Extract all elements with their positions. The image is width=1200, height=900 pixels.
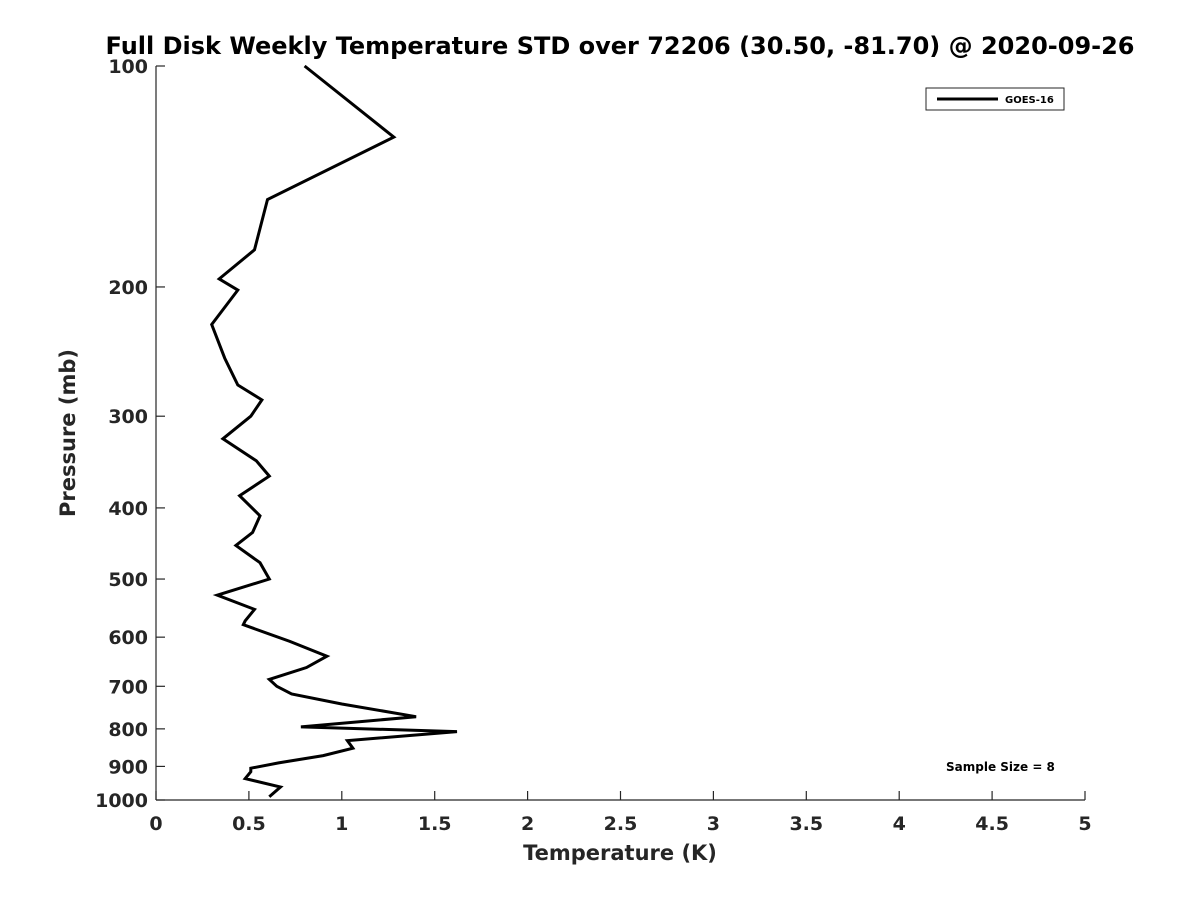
x-tick-label: 1.5 (418, 813, 452, 835)
y-tick-label: 700 (108, 676, 148, 698)
x-axis-label: Temperature (K) (523, 841, 717, 865)
series-line-goes-16 (209, 64, 458, 798)
y-tick-label: 800 (108, 719, 148, 741)
x-tick-label: 3.5 (789, 813, 823, 835)
y-tick-label: 900 (108, 756, 148, 778)
x-ticks: 0 0.5 1 1.5 2 2.5 3 3.5 4 4.5 5 (149, 791, 1092, 835)
x-tick-label: 3 (707, 813, 720, 835)
sample-size-annotation: Sample Size = 8 (946, 760, 1055, 774)
x-tick-label: 0 (149, 813, 162, 835)
y-tick-label: 300 (108, 406, 148, 428)
y-tick-label: 400 (108, 498, 148, 520)
y-tick-label: 1000 (95, 790, 148, 812)
y-tick-label: 200 (108, 277, 148, 299)
x-tick-label: 1 (335, 813, 348, 835)
x-tick-label: 2.5 (604, 813, 638, 835)
x-tick-label: 0.5 (232, 813, 266, 835)
y-tick-label: 500 (108, 569, 148, 591)
y-tick-label: 600 (108, 627, 148, 649)
y-axis-label: Pressure (mb) (56, 349, 80, 517)
x-tick-label: 4.5 (975, 813, 1009, 835)
x-tick-label: 2 (521, 813, 534, 835)
legend-label-goes-16: GOES-16 (1005, 95, 1054, 106)
y-tick-label: 100 (108, 56, 148, 78)
y-ticks: 100 200 300 400 500 600 700 800 900 1000 (95, 56, 165, 812)
x-tick-label: 5 (1078, 813, 1091, 835)
x-tick-label: 4 (893, 813, 906, 835)
plot-area: 0 0.5 1 1.5 2 2.5 3 3.5 4 4.5 5 100 200 300 400 500 600… (95, 56, 1092, 835)
legend: GOES-16 (925, 87, 1065, 111)
chart-title: Full Disk Weekly Temperature STD over 72… (106, 32, 1135, 60)
